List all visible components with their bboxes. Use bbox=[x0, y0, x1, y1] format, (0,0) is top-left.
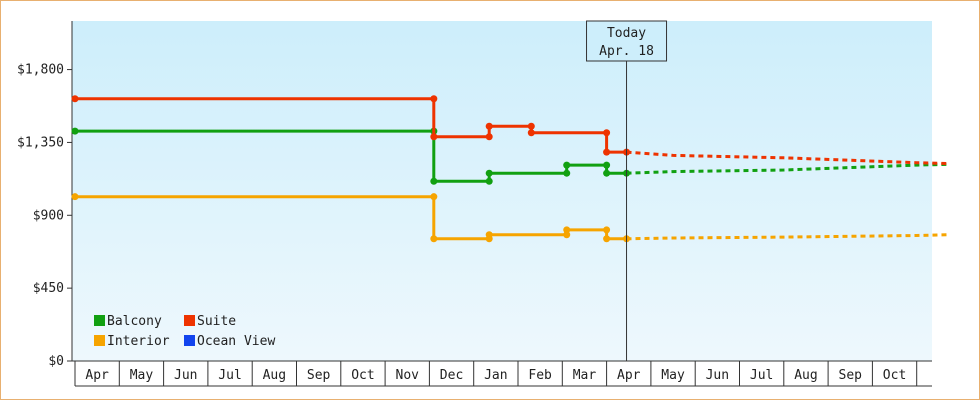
y-tick-label: $1,800 bbox=[17, 63, 64, 78]
data-point bbox=[485, 177, 493, 185]
today-date: Apr. 18 bbox=[599, 44, 654, 59]
data-point bbox=[527, 122, 535, 130]
projection-line-suite bbox=[626, 150, 948, 165]
series-line-interior bbox=[75, 195, 627, 241]
legend: Balcony Suite Interior Ocean View bbox=[94, 314, 275, 349]
data-point bbox=[563, 161, 571, 169]
data-point bbox=[71, 193, 79, 201]
legend-label-balcony: Balcony bbox=[107, 314, 162, 329]
data-point bbox=[485, 122, 493, 130]
x-tick-label: Feb bbox=[528, 368, 552, 383]
data-point bbox=[485, 133, 493, 141]
x-tick-label: Jun bbox=[706, 368, 729, 383]
legend-label-suite: Suite bbox=[197, 314, 236, 329]
x-tick-label: Jun bbox=[174, 368, 197, 383]
data-point bbox=[603, 226, 611, 234]
x-tick-label: Jul bbox=[750, 368, 773, 383]
legend-swatch-ocean-view bbox=[184, 335, 195, 346]
legend-swatch-suite bbox=[184, 315, 195, 326]
legend-label-ocean-view: Ocean View bbox=[197, 334, 275, 349]
data-point bbox=[71, 127, 79, 135]
y-tick-label: $0 bbox=[48, 354, 64, 369]
x-tick-label: Apr bbox=[85, 368, 109, 383]
data-point bbox=[603, 169, 611, 177]
data-point bbox=[603, 161, 611, 169]
data-point bbox=[527, 129, 535, 137]
series-lines bbox=[71, 95, 948, 243]
x-tick-label: Mar bbox=[573, 368, 597, 383]
legend-swatch-interior bbox=[94, 335, 105, 346]
x-tick-label: Aug bbox=[794, 368, 817, 383]
y-axis: $0 $450 $900 $1,350 $1,800 bbox=[17, 21, 73, 369]
x-tick-label: Oct bbox=[351, 368, 374, 383]
data-point bbox=[430, 95, 438, 103]
series-line-balcony bbox=[75, 129, 627, 183]
x-tick-label: Jan bbox=[484, 368, 507, 383]
data-point bbox=[430, 177, 438, 185]
today-label: Today bbox=[607, 26, 646, 41]
y-tick-label: $450 bbox=[33, 281, 64, 296]
x-tick-label: Dec bbox=[440, 368, 463, 383]
x-tick-label: May bbox=[661, 368, 685, 383]
data-point bbox=[485, 169, 493, 177]
x-tick-label: May bbox=[130, 368, 154, 383]
x-tick-label: Jul bbox=[218, 368, 241, 383]
x-tick-label: Nov bbox=[396, 368, 420, 383]
today-box bbox=[586, 20, 668, 62]
x-tick-label: Sep bbox=[839, 368, 863, 383]
x-tick-label: Oct bbox=[883, 368, 906, 383]
x-tick-label: Apr bbox=[617, 368, 641, 383]
series-line-suite bbox=[75, 97, 627, 154]
x-tick-label: Sep bbox=[307, 368, 331, 383]
legend-swatch-balcony bbox=[94, 315, 105, 326]
projection-line-balcony bbox=[626, 162, 948, 175]
data-point bbox=[563, 231, 571, 239]
data-point bbox=[563, 169, 571, 177]
x-tick-label: Aug bbox=[263, 368, 286, 383]
data-point bbox=[430, 133, 438, 141]
plot-background bbox=[72, 21, 932, 361]
y-tick-label: $900 bbox=[33, 208, 64, 223]
data-point bbox=[485, 231, 493, 239]
x-axis: Apr May Jun Jul Aug Sep Oct Nov Dec Jan Feb Mar Apr M… bbox=[72, 360, 932, 387]
data-point bbox=[603, 148, 611, 156]
data-point bbox=[430, 193, 438, 201]
legend-label-interior: Interior bbox=[107, 334, 170, 349]
data-point bbox=[71, 95, 79, 103]
y-tick-label: $1,350 bbox=[17, 135, 64, 150]
data-point bbox=[603, 235, 611, 243]
data-point bbox=[563, 226, 571, 234]
data-point bbox=[603, 129, 611, 137]
data-point bbox=[430, 235, 438, 243]
projection-line-interior bbox=[626, 233, 948, 241]
today-marker: Today Apr. 18 bbox=[586, 20, 668, 361]
